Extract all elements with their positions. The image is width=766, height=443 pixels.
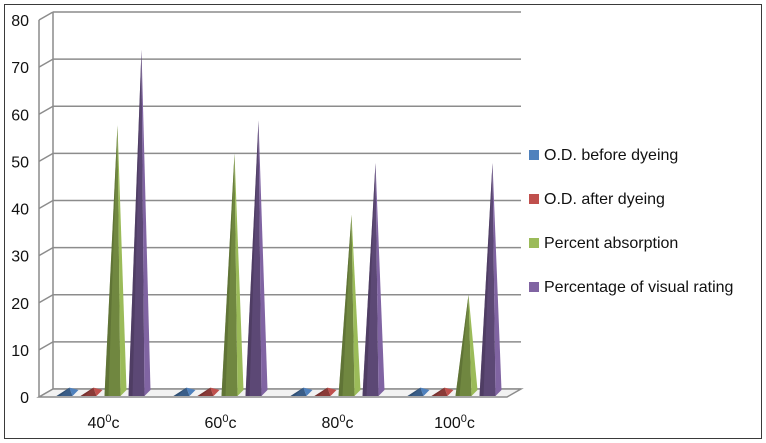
- y-tick-label: 80: [11, 13, 29, 30]
- x-axis-ticks: 400c 600c 800c 1000c: [88, 413, 475, 432]
- x-tick-label: 800c: [322, 413, 354, 432]
- bar-face-shadow: [431, 387, 445, 396]
- bar-face-side: [327, 387, 337, 396]
- gridlines: [38, 11, 521, 398]
- y-tick-label: 70: [11, 60, 29, 77]
- bar-face-side: [210, 387, 220, 396]
- bar-face-side: [351, 214, 361, 396]
- legend-item: Percentage of visual rating: [529, 279, 733, 296]
- bar-face-side: [303, 387, 313, 396]
- bar-percentage-of-visual-rating-80: [362, 162, 385, 396]
- bar-face-shadow: [173, 387, 187, 396]
- legend-item: Percent absorption: [529, 235, 678, 252]
- legend-swatch: [529, 282, 539, 292]
- y-tick-label: 20: [11, 296, 29, 313]
- legend-swatch: [529, 238, 539, 248]
- legend-label: Percent absorption: [544, 235, 678, 252]
- chart-frame: 0 10 20 30 40 50 60 70 80 400c 600c 800c 1000c O.D.…: [4, 4, 762, 439]
- bar-percentage-of-visual-rating-100: [479, 162, 502, 396]
- bar-face-shadow: [338, 214, 352, 396]
- chart-svg: 0 10 20 30 40 50 60 70 80 400c 600c 800c 1000c O.D.…: [11, 11, 733, 432]
- gridline-side: [38, 58, 54, 68]
- legend-item: O.D. before dyeing: [529, 147, 678, 164]
- plot-area: [56, 49, 502, 396]
- x-tick-label: 1000c: [434, 413, 475, 432]
- legend-label: O.D. after dyeing: [544, 191, 665, 208]
- bar-face-side: [468, 294, 478, 396]
- bar-o-d-after-dyeing-40: [80, 387, 103, 396]
- bar-face-shadow: [128, 49, 142, 396]
- bar-face-side: [492, 162, 502, 396]
- legend-item: O.D. after dyeing: [529, 191, 665, 208]
- bar-face-shadow: [197, 387, 211, 396]
- bar-face-side: [69, 387, 79, 396]
- gridline-side: [38, 105, 54, 115]
- bar-o-d-after-dyeing-80: [314, 387, 337, 396]
- legend-label: Percentage of visual rating: [544, 279, 733, 296]
- bar-percentage-of-visual-rating-60: [245, 120, 268, 396]
- bar-face-shadow: [221, 153, 235, 396]
- x-tick-label: 600c: [205, 413, 237, 432]
- bar-face-side: [117, 125, 127, 396]
- bar-face-shadow: [80, 387, 94, 396]
- bar-face-side: [444, 387, 454, 396]
- y-tick-label: 0: [20, 390, 29, 407]
- bar-face-side: [186, 387, 196, 396]
- y-tick-label: 10: [11, 343, 29, 360]
- bar-face-shadow: [479, 162, 493, 396]
- bar-face-shadow: [407, 387, 421, 396]
- gridline-side: [38, 11, 54, 21]
- y-tick-label: 40: [11, 202, 29, 219]
- gridline-side: [38, 152, 54, 163]
- bar-face-shadow: [56, 387, 70, 396]
- x-tick-label: 400c: [88, 413, 120, 432]
- bar-o-d-before-dyeing-40: [56, 387, 79, 396]
- legend-swatch: [529, 194, 539, 204]
- bar-o-d-after-dyeing-100: [431, 387, 454, 396]
- bar-face-shadow: [314, 387, 328, 396]
- bar-face-shadow: [290, 387, 304, 396]
- bar-percent-absorption-100: [455, 294, 478, 396]
- bar-face-shadow: [104, 125, 118, 396]
- y-tick-label: 50: [11, 154, 29, 171]
- bar-o-d-before-dyeing-80: [290, 387, 313, 396]
- bar-face-side: [234, 153, 244, 396]
- bar-o-d-before-dyeing-100: [407, 387, 430, 396]
- bar-face-side: [375, 162, 385, 396]
- gridline-side: [38, 246, 54, 257]
- bar-percentage-of-visual-rating-40: [128, 49, 151, 396]
- y-tick-label: 60: [11, 107, 29, 124]
- bar-face-shadow: [455, 294, 469, 396]
- gridline-side: [38, 341, 54, 351]
- legend: O.D. before dyeing O.D. after dyeing Perce…: [529, 147, 733, 296]
- bar-o-d-before-dyeing-60: [173, 387, 196, 396]
- bar-face-side: [141, 49, 151, 396]
- gridline-side: [38, 294, 54, 304]
- bar-face-side: [420, 387, 430, 396]
- bar-percent-absorption-40: [104, 125, 127, 396]
- bar-face-side: [258, 120, 268, 396]
- y-axis-ticks: 0 10 20 30 40 50 60 70 80: [11, 13, 29, 407]
- legend-swatch: [529, 150, 539, 160]
- bar-o-d-after-dyeing-60: [197, 387, 220, 396]
- bar-face-side: [93, 387, 103, 396]
- y-tick-label: 30: [11, 249, 29, 266]
- bar-face-shadow: [362, 162, 376, 396]
- gridline-side: [38, 199, 54, 210]
- bar-percent-absorption-60: [221, 153, 244, 396]
- legend-label: O.D. before dyeing: [544, 147, 678, 164]
- bar-percent-absorption-80: [338, 214, 361, 396]
